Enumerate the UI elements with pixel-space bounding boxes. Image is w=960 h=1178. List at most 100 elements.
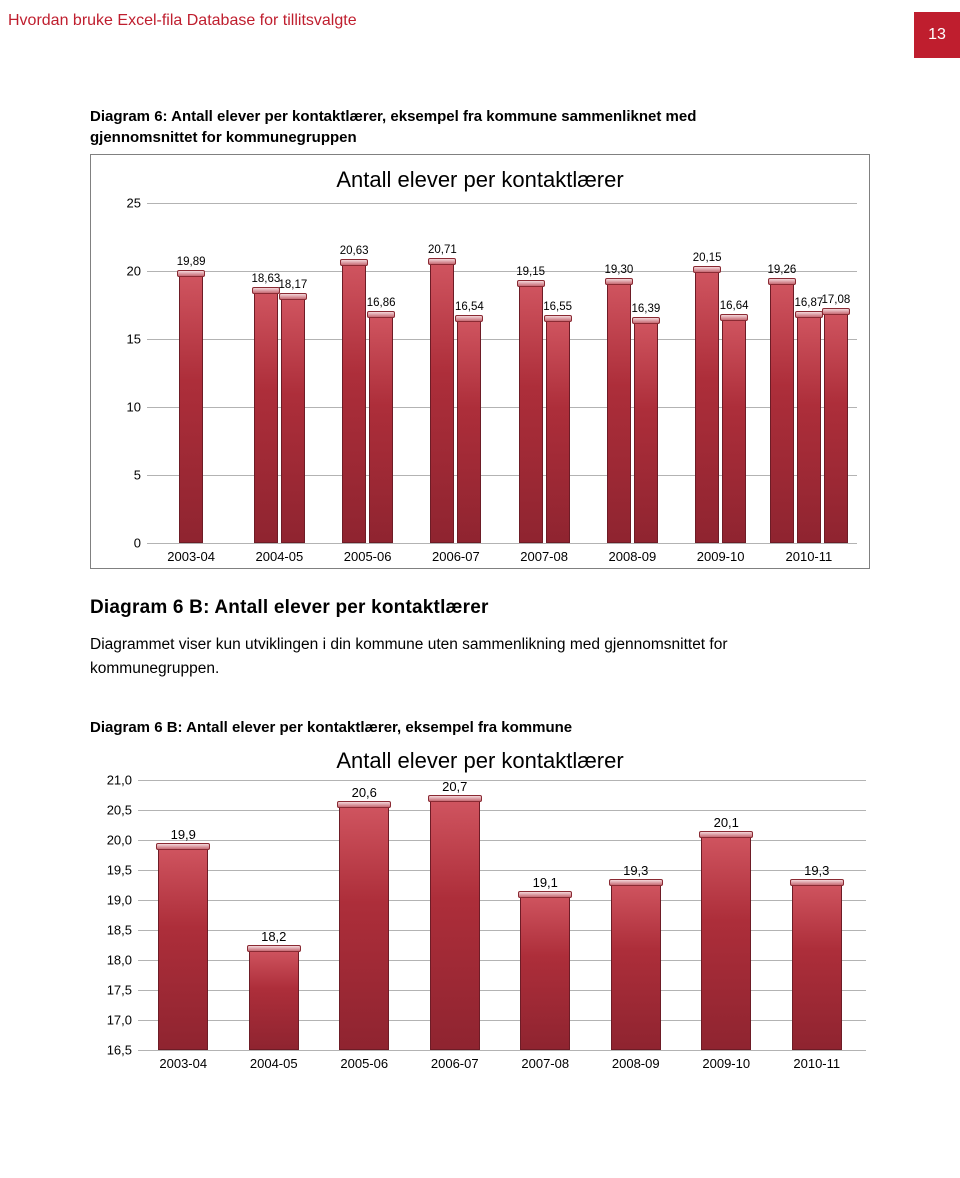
chart1-ytick-label: 25 — [127, 196, 141, 211]
chart1-bar-cap — [252, 287, 280, 294]
chart2-bar-group: 20,7 — [410, 780, 501, 1050]
chart2-ytick-label: 17,0 — [107, 1013, 132, 1028]
page-content: Diagram 6: Antall elever per kontaktlære… — [0, 106, 960, 1111]
chart2-ytick-label: 20,0 — [107, 833, 132, 848]
chart1-ytick-label: 5 — [134, 468, 141, 483]
chart2-bar-label: 18,2 — [261, 929, 286, 944]
chart1-title: Antall elever per kontaktlærer — [103, 167, 857, 193]
chart2-bar-group: 19,9 — [138, 780, 229, 1050]
chart2-bar-label: 20,7 — [442, 779, 467, 794]
chart1-bar-group: 19,3016,39 — [588, 203, 676, 543]
chart2-bar-cap — [609, 879, 663, 886]
chart1-bar: 19,15 — [519, 283, 543, 543]
body-line1: Diagrammet viser kun utviklingen i din k… — [90, 636, 728, 653]
chart1-bar: 19,30 — [607, 281, 631, 543]
chart2-xcat-label: 2004-05 — [229, 1050, 320, 1071]
chart1-bar: 16,54 — [457, 318, 481, 543]
chart2-bar-label: 19,1 — [533, 875, 558, 890]
chart1-bar-cap — [340, 259, 368, 266]
chart1-x-axis: 2003-042004-052005-062006-072007-082008-… — [147, 543, 853, 564]
chart1-bar-cap — [822, 308, 850, 315]
chart2-xcat-label: 2003-04 — [138, 1050, 229, 1071]
chart1-bar-label: 19,15 — [516, 266, 545, 278]
chart2-bar-group: 19,3 — [591, 780, 682, 1050]
chart1-xcat-label: 2010-11 — [765, 543, 853, 564]
chart2-ytick-label: 21,0 — [107, 773, 132, 788]
chart1-bar: 16,86 — [369, 314, 393, 543]
chart2-xcat-label: 2007-08 — [500, 1050, 591, 1071]
chart2-ytick-label: 17,5 — [107, 983, 132, 998]
chart1-bar-label: 16,55 — [543, 301, 572, 313]
chart1-bar: 17,08 — [824, 311, 848, 543]
chart1-bar-cap — [632, 317, 660, 324]
chart1-bar: 19,89 — [179, 273, 203, 544]
chart2-bar-label: 19,9 — [171, 827, 196, 842]
chart1-bar: 20,63 — [342, 262, 366, 543]
chart1-bar-cap — [605, 278, 633, 285]
chart1-bar-cap — [455, 315, 483, 322]
chart1-ytick-label: 15 — [127, 332, 141, 347]
chart1-bar-label: 17,08 — [821, 294, 850, 306]
chart2-y-axis: 16,517,017,518,018,519,019,520,020,521,0 — [94, 780, 138, 1050]
diagram6b-heading: Diagram 6 B: Antall elever per kontaktlæ… — [90, 597, 870, 619]
chart1-bar-cap — [544, 315, 572, 322]
chart1-bar: 20,15 — [695, 269, 719, 543]
chart1-gridline — [147, 543, 857, 544]
chart1-bar-label: 18,17 — [278, 279, 307, 291]
chart1-bar: 18,63 — [254, 290, 278, 543]
chart1-bar-cap — [720, 314, 748, 321]
body-paragraph: Diagrammet viser kun utviklingen i din k… — [90, 633, 870, 681]
chart1-bar-cap — [768, 278, 796, 285]
chart1-bar-cap — [428, 258, 456, 265]
chart1-bar-cap — [795, 311, 823, 318]
caption-line2: gjennomsnittet for kommunegruppen — [90, 129, 357, 146]
chart2-ytick-label: 16,5 — [107, 1043, 132, 1058]
chart1-bar-group: 19,1516,55 — [500, 203, 588, 543]
chart2-plot-area: 16,517,017,518,018,519,019,520,020,521,0… — [94, 780, 866, 1050]
chart2-bar: 19,3 — [611, 882, 661, 1050]
chart1-bar-cap — [693, 266, 721, 273]
chart2-x-axis: 2003-042004-052005-062006-072007-082008-… — [138, 1050, 862, 1071]
chart2-bar-label: 20,1 — [714, 815, 739, 830]
chart2-xcat-label: 2010-11 — [772, 1050, 863, 1071]
chart1-bar: 16,64 — [722, 317, 746, 543]
chart1-bar-label: 18,63 — [251, 273, 280, 285]
chart2-bar-group: 19,1 — [500, 780, 591, 1050]
chart1-xcat-label: 2003-04 — [147, 543, 235, 564]
chart2-ytick-label: 19,5 — [107, 863, 132, 878]
chart1-plot-area: 0510152025 19,89 18,6318,17 20,6316,86 20,7… — [103, 203, 857, 543]
chart1-bar-label: 16,86 — [367, 297, 396, 309]
chart1-bar-cap — [517, 280, 545, 287]
chart1-bar-group: 20,1516,64 — [677, 203, 765, 543]
chart1-bar-group: 19,2616,8717,08 — [765, 203, 853, 543]
chart1-ytick-label: 0 — [134, 536, 141, 551]
chart1-bar: 20,71 — [430, 261, 454, 543]
chart2-bar: 19,1 — [520, 894, 570, 1050]
chart1-bars-layer: 19,8918,6318,1720,6316,8620,7116,5419,15… — [147, 203, 853, 543]
chart2-xcat-label: 2006-07 — [410, 1050, 501, 1071]
chart1-bar-label: 20,71 — [428, 244, 457, 256]
chart2-frame: Antall elever per kontaktlærer 16,517,01… — [90, 744, 870, 1071]
chart1-bar: 16,39 — [634, 320, 658, 543]
chart2-bar-label: 20,6 — [352, 785, 377, 800]
chart2-bar-label: 19,3 — [804, 863, 829, 878]
chart1-bar: 16,87 — [797, 314, 821, 543]
chart1-bar-group: 18,6318,17 — [235, 203, 323, 543]
chart1-bar-label: 16,39 — [631, 303, 660, 315]
chart2-bar-cap — [790, 879, 844, 886]
chart1-y-axis: 0510152025 — [103, 203, 147, 543]
chart1-xcat-label: 2007-08 — [500, 543, 588, 564]
chart2-ytick-label: 18,0 — [107, 953, 132, 968]
chart1-bar-label: 16,64 — [720, 300, 749, 312]
chart2-bar-cap — [156, 843, 210, 850]
chart1-xcat-label: 2004-05 — [235, 543, 323, 564]
chart2-bar-cap — [337, 801, 391, 808]
chart2-bar-group: 20,1 — [681, 780, 772, 1050]
chart1-bar: 19,26 — [770, 281, 794, 543]
chart2-bar-group: 18,2 — [229, 780, 320, 1050]
chart2-bar-cap — [699, 831, 753, 838]
chart2-bar: 20,1 — [701, 834, 751, 1050]
chart2-bars-layer: 19,9 18,2 20,6 20,7 19,1 19,3 20,1 19,3 — [138, 780, 862, 1050]
chart2-bar: 20,6 — [339, 804, 389, 1050]
chart2-bar-group: 19,3 — [772, 780, 863, 1050]
